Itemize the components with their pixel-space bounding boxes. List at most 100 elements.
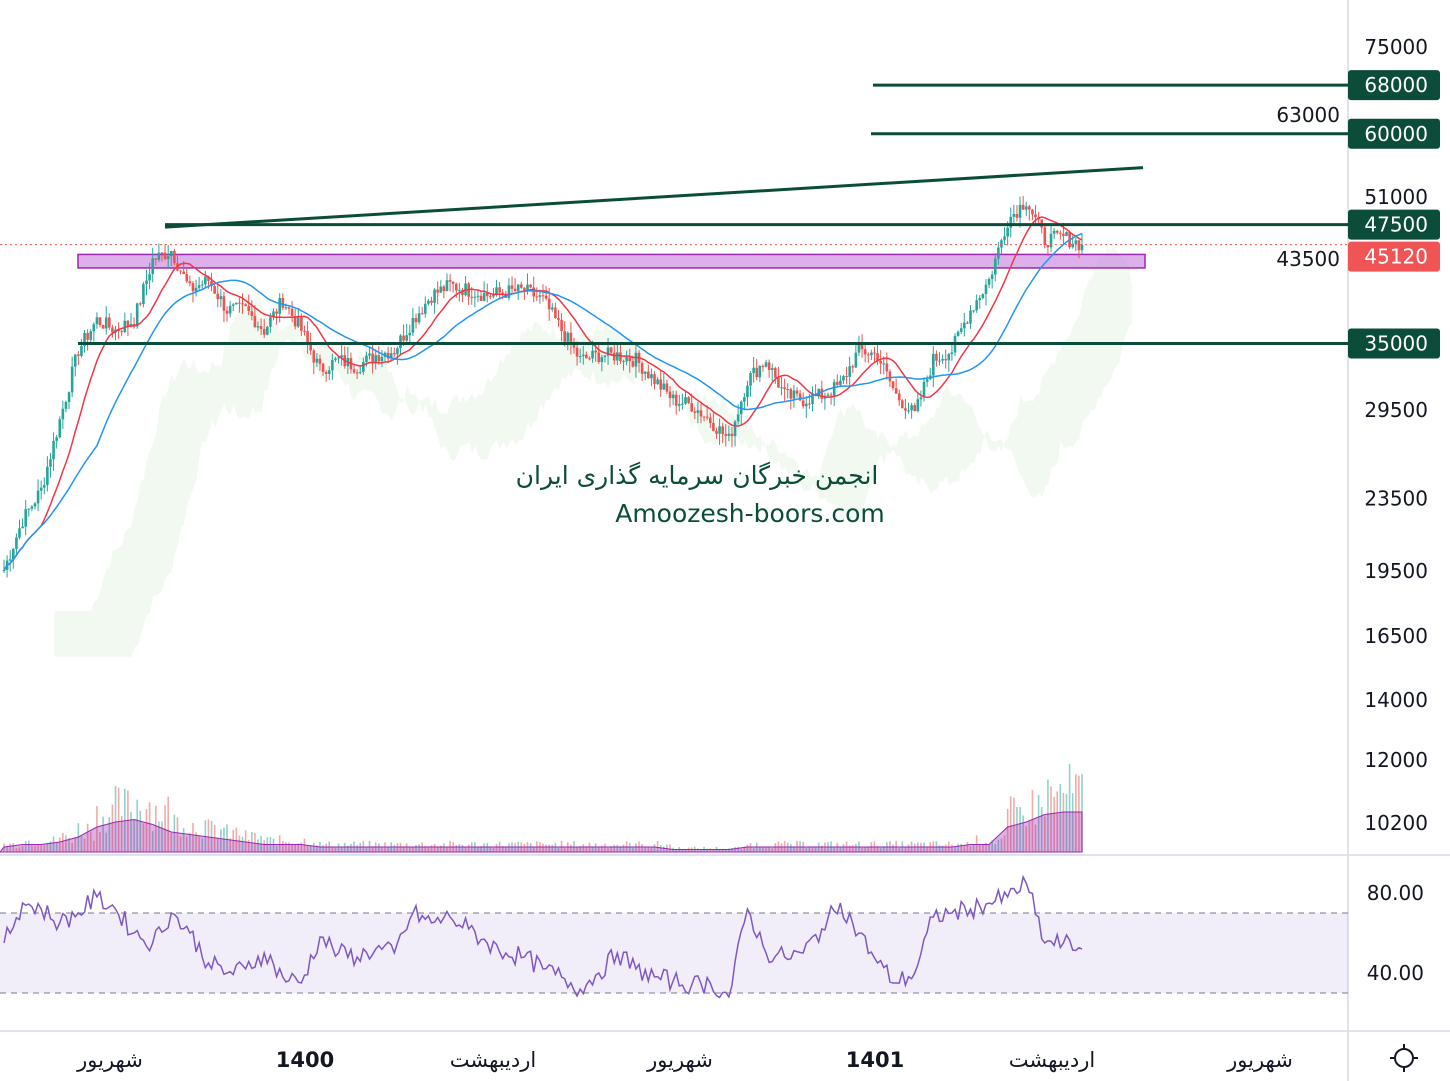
volume-bar: [120, 815, 123, 852]
time-label: اردیبهشت: [450, 1048, 537, 1072]
candle-body: [1031, 209, 1034, 215]
candle-body: [665, 383, 669, 392]
volume-bar: [467, 844, 470, 852]
candle: [780, 376, 783, 396]
candle-body: [622, 361, 625, 363]
candle-body: [179, 270, 182, 272]
candle: [612, 343, 616, 365]
candle-body: [829, 394, 833, 396]
candle-body: [724, 434, 728, 436]
volume-bar: [532, 847, 535, 852]
candle-body: [516, 284, 520, 292]
volume-bar: [641, 844, 643, 852]
candle-body: [272, 311, 275, 318]
candle: [200, 280, 204, 289]
volume-bar: [997, 839, 1000, 852]
price-tick: 12000: [1364, 748, 1428, 772]
candle: [163, 245, 167, 261]
level-tag-68000: [1348, 70, 1440, 101]
candle: [541, 284, 545, 302]
candle-body: [910, 405, 913, 411]
volume-bar: [731, 847, 733, 852]
candle-body: [55, 437, 58, 441]
candle-body: [135, 303, 139, 327]
price-tick: 75000: [1364, 35, 1428, 59]
candle-body: [808, 403, 811, 405]
candle: [479, 291, 483, 302]
candle-body: [436, 289, 439, 293]
candle-body: [331, 360, 334, 371]
candle: [767, 359, 771, 378]
candle-body: [786, 389, 790, 391]
candle-body: [86, 332, 89, 340]
candle: [296, 308, 300, 329]
volume-bar: [235, 827, 238, 852]
candle: [640, 361, 644, 381]
candle: [560, 313, 563, 342]
volume-bar: [619, 846, 622, 852]
volume-bar: [161, 821, 163, 852]
volume-bar: [681, 850, 684, 852]
candle-body: [529, 284, 532, 288]
volume-bar: [790, 844, 792, 852]
candle-body: [473, 296, 477, 298]
candle: [362, 357, 365, 375]
volume-bar: [393, 844, 396, 852]
candle-body: [259, 326, 263, 329]
candle-body: [185, 274, 189, 282]
time-label: شهریور: [76, 1048, 143, 1072]
candle-body: [947, 354, 951, 361]
candle: [169, 250, 173, 266]
volume-bar: [170, 832, 173, 852]
candle: [355, 369, 359, 380]
candle-body: [668, 391, 672, 399]
candle: [981, 293, 985, 300]
candle-body: [789, 389, 793, 399]
candle-body: [631, 361, 635, 367]
candle-body: [560, 320, 563, 332]
trend-line: [164, 166, 1144, 229]
candle-body: [188, 281, 192, 284]
candle-body: [959, 328, 963, 332]
candle-body: [588, 358, 591, 360]
candle: [411, 308, 415, 336]
candle: [1024, 201, 1028, 216]
candle: [938, 352, 941, 366]
volume-bar: [263, 840, 266, 852]
volume-bar: [62, 832, 64, 852]
candle: [832, 379, 836, 407]
candle: [374, 349, 378, 370]
last-price-tag: [1348, 241, 1440, 272]
volume-bar: [610, 846, 612, 852]
candle: [315, 353, 319, 368]
candle: [730, 426, 734, 448]
candle: [331, 353, 334, 380]
candle-body: [1052, 230, 1056, 234]
candle-body: [80, 345, 83, 356]
volume-bar: [291, 843, 293, 852]
volume-bar: [43, 845, 46, 852]
candle-body: [309, 342, 312, 351]
candle: [293, 308, 297, 330]
candle: [368, 346, 371, 360]
candle-body: [8, 559, 12, 561]
candle: [30, 505, 34, 512]
gear-icon[interactable]: [1390, 1044, 1418, 1072]
candle: [173, 248, 176, 266]
candle-body: [718, 426, 721, 434]
volume-bar: [136, 799, 139, 852]
candle: [408, 324, 412, 345]
candle-body: [2, 569, 6, 571]
volume-bar: [768, 847, 770, 852]
volume-bar: [975, 835, 978, 852]
candle-body: [727, 433, 731, 436]
candle: [557, 309, 560, 327]
candle: [42, 477, 46, 495]
candle: [947, 352, 951, 372]
volume-bar: [957, 843, 959, 852]
candle: [58, 416, 62, 439]
candle: [520, 281, 523, 289]
candle: [733, 419, 737, 447]
candle-body: [978, 298, 982, 301]
